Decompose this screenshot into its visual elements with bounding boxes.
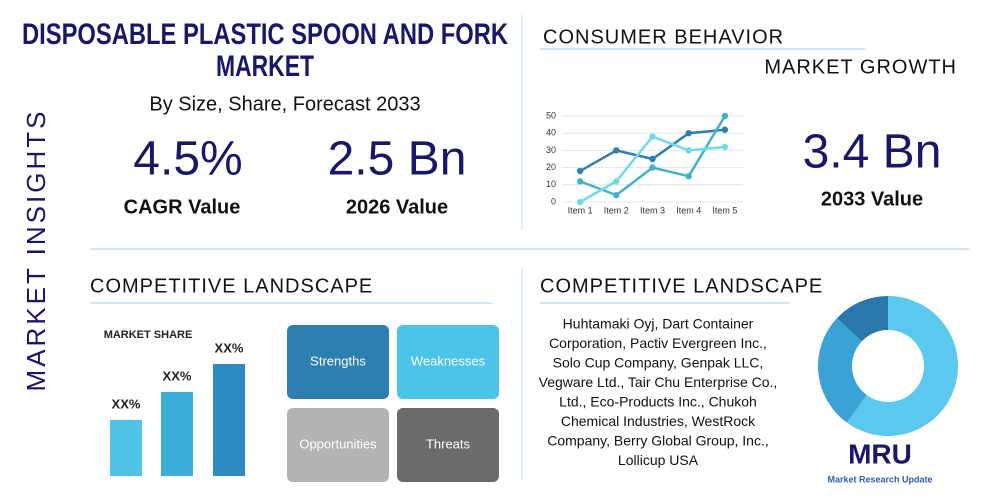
swot-box	[397, 325, 499, 399]
point	[576, 178, 584, 185]
point	[685, 173, 692, 180]
bar	[110, 420, 142, 476]
logo-mark: MRU	[848, 438, 912, 469]
bar	[213, 364, 245, 476]
point	[685, 147, 692, 154]
point	[613, 147, 620, 154]
swot-box	[397, 408, 499, 482]
x-tick-label: Item 2	[604, 205, 629, 215]
company-line: Solo Cup Company, Genpak LLC,	[553, 355, 764, 371]
swot-label: Opportunities	[299, 436, 377, 451]
point	[576, 198, 584, 206]
side-label: MARKET INSIGHTS	[21, 109, 51, 392]
bar-label: XX%	[215, 340, 244, 355]
point	[613, 178, 620, 185]
point	[649, 164, 656, 171]
point	[721, 126, 729, 133]
swot-box	[287, 408, 389, 482]
bar-label: XX%	[112, 396, 141, 411]
y-tick-label: 20	[546, 162, 556, 172]
stat-value: 4.5%	[133, 133, 242, 186]
company-line: Corporation, Pactiv Evergreen Inc.,	[549, 335, 767, 351]
stat-label: 2026 Value	[346, 196, 448, 218]
x-tick-label: Item 1	[568, 205, 593, 215]
stat-value: 2.5 Bn	[328, 133, 467, 186]
point	[721, 112, 729, 120]
donut-segment	[846, 296, 958, 436]
section-title: CONSUMER BEHAVIOR	[543, 26, 784, 48]
x-tick-label: Item 5	[712, 205, 737, 215]
title: DISPOSABLE PLASTIC SPOON AND FORK	[22, 18, 508, 51]
y-tick-label: 0	[551, 196, 556, 206]
y-tick-label: 10	[546, 179, 556, 189]
x-tick-label: Item 4	[676, 205, 701, 215]
swot-label: Weaknesses	[411, 353, 486, 368]
company-line: Ltd., Eco-Products Inc., Chukoh	[559, 394, 757, 410]
point	[721, 143, 729, 151]
donut-segment	[836, 296, 888, 342]
company-line: Lollicup USA	[618, 452, 699, 468]
section-title: COMPETITIVE LANDSCAPE	[540, 275, 823, 297]
swot-label: Threats	[426, 436, 471, 451]
forecast-value: 3.4 Bn	[803, 126, 942, 179]
company-line: Huhtamaki Oyj, Dart Container	[563, 316, 754, 332]
y-tick-label: 40	[546, 128, 556, 138]
company-line: Chemical Industries, WestRock	[561, 413, 756, 429]
section-subtitle: MARKET GROWTH	[764, 56, 957, 78]
bar-label: XX%	[163, 368, 192, 383]
y-tick-label: 50	[546, 110, 556, 120]
title: MARKET	[216, 50, 314, 83]
logo-name: Market Research Update	[827, 474, 932, 484]
point	[649, 155, 656, 163]
donut-segment	[817, 318, 867, 423]
section-title: COMPETITIVE LANDSCAPE	[90, 275, 373, 297]
company-line: Vegware Ltd., Tair Chu Enterprise Co.,	[539, 374, 778, 390]
forecast-label: 2033 Value	[821, 188, 923, 210]
swot-box	[287, 325, 389, 399]
point	[576, 167, 584, 175]
point	[685, 130, 692, 137]
company-line: Company, Berry Global Group, Inc.,	[547, 433, 769, 449]
bar-chart-title: MARKET SHARE	[104, 329, 193, 341]
subtitle: By Size, Share, Forecast 2033	[149, 93, 420, 115]
point	[613, 191, 620, 199]
swot-label: Strengths	[310, 353, 366, 368]
x-tick-label: Item 3	[640, 205, 665, 215]
y-tick-label: 30	[546, 145, 556, 155]
bar	[161, 392, 193, 476]
point	[649, 133, 656, 140]
stat-label: CAGR Value	[124, 196, 241, 218]
